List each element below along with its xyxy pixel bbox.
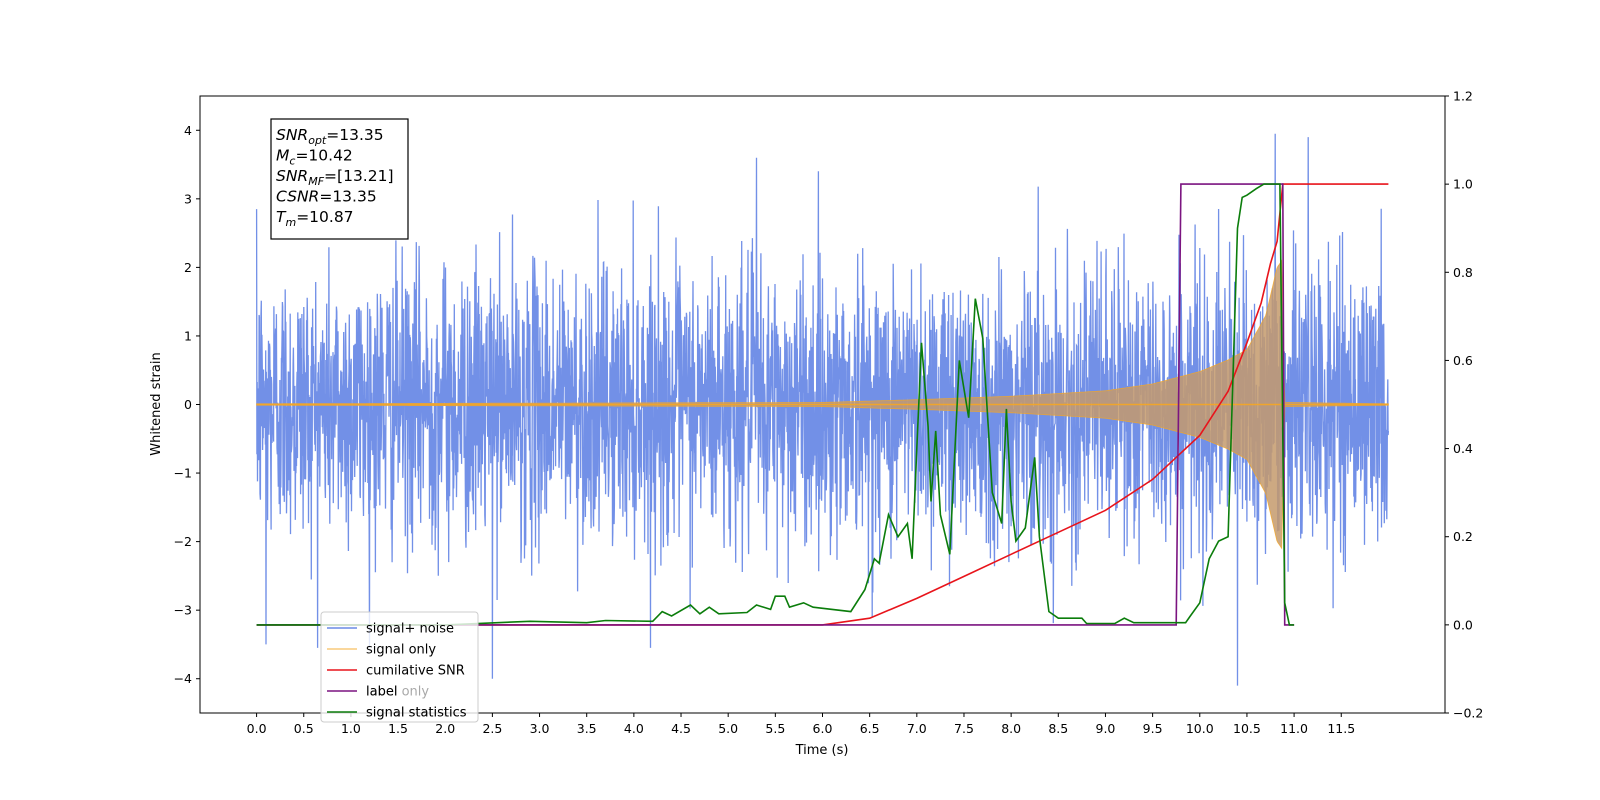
y-tick-label: −3 — [174, 603, 192, 618]
y2-tick-label: 0.6 — [1453, 353, 1473, 368]
series-label — [256, 183, 1295, 626]
y-tick-label: 4 — [184, 123, 192, 138]
y2-tick-label: −0.2 — [1453, 706, 1483, 721]
x-tick-label: 6.0 — [813, 721, 833, 736]
x-axis-label: Time (s) — [795, 743, 849, 758]
noise-trace — [255, 133, 1390, 686]
x-tick-label: 0.0 — [247, 721, 267, 736]
legend-overlay-label: label only — [366, 685, 429, 700]
x-tick-label: 10.5 — [1233, 721, 1261, 736]
x-tick-label: 10.0 — [1186, 721, 1214, 736]
x-tick-label: 2.5 — [482, 721, 502, 736]
x-axis: 0.0 0.5 1.0 1.5 2.0 2.5 3.0 3.5 4.0 4.5 5.0 5.5 6.0 6… — [247, 713, 1355, 736]
y-tick-label: 2 — [184, 260, 192, 275]
legend-frame — [320, 611, 479, 723]
x-tick-label: 3.5 — [577, 721, 597, 736]
y2-tick-label: 0.0 — [1453, 617, 1473, 632]
series-layer — [255, 133, 1390, 686]
annotation-line: Mc=10.42 — [276, 147, 353, 168]
y2-tick-label: 1.2 — [1453, 89, 1473, 104]
y-tick-label: −2 — [174, 534, 192, 549]
legend-overlay-label: signal statistics — [366, 706, 467, 721]
annotation-line: SNRMF=[13.21] — [276, 167, 394, 188]
x-tick-label: 9.5 — [1143, 721, 1163, 736]
y2-tick-label: 0.8 — [1453, 265, 1473, 280]
y2-tick-label: 0.2 — [1453, 529, 1473, 544]
series-signal-statistics — [256, 183, 1295, 626]
x-tick-label: 5.5 — [765, 721, 785, 736]
x-tick-label: 7.0 — [907, 721, 927, 736]
x-tick-label: 2.0 — [435, 721, 455, 736]
x-tick-label: 1.5 — [388, 721, 408, 736]
y-tick-label: 1 — [184, 328, 192, 343]
legend: signal+ noise signal only cumilative SNR la… — [320, 611, 479, 723]
y2-tick-label: 0.4 — [1453, 441, 1473, 456]
y-tick-label: 0 — [184, 397, 192, 412]
y-tick-label: −4 — [174, 671, 192, 686]
x-tick-label: 1.0 — [341, 721, 361, 736]
legend-label: label — [366, 685, 397, 700]
y-tick-label: 3 — [184, 191, 192, 206]
x-tick-label: 0.5 — [294, 721, 314, 736]
x-tick-label: 8.5 — [1048, 721, 1068, 736]
annotation-line: CSNR=13.35 — [276, 188, 377, 206]
x-tick-label: 3.0 — [530, 721, 550, 736]
legend-label: signal statistics — [366, 706, 467, 721]
y-axis-label: Whitened strain — [149, 352, 164, 455]
series-signal-noise — [255, 133, 1390, 686]
x-tick-label: 9.0 — [1096, 721, 1116, 736]
x-tick-label: 6.5 — [860, 721, 880, 736]
y-axis-right: −0.2 0.0 0.2 0.4 0.6 0.8 1.0 1.2 — [1445, 89, 1483, 721]
x-tick-label: 4.0 — [624, 721, 644, 736]
y-axis-left: −4 −3 −2 −1 0 1 2 3 4 — [174, 123, 200, 686]
y2-tick-label: 1.0 — [1453, 177, 1473, 192]
x-tick-label: 7.5 — [954, 721, 974, 736]
series-cumilative-snr — [256, 183, 1389, 626]
annotation-box: SNRopt=13.35Mc=10.42SNRMF=[13.21]CSNR=13… — [270, 118, 409, 240]
x-tick-label: 8.0 — [1001, 721, 1021, 736]
legend-label: cumilative SNR — [366, 664, 465, 679]
legend-label: signal only — [366, 643, 436, 658]
y-tick-label: −1 — [174, 466, 192, 481]
x-tick-label: 11.0 — [1280, 721, 1308, 736]
legend-label: signal+ noise — [366, 622, 454, 637]
x-tick-label: 4.5 — [671, 721, 691, 736]
x-tick-label: 11.5 — [1327, 721, 1355, 736]
annotation-line: SNRopt=13.35 — [276, 126, 384, 147]
annotation-frame — [270, 118, 409, 240]
x-tick-label: 5.0 — [718, 721, 738, 736]
series-signal-only — [256, 259, 1389, 550]
annotation-line: Tm=10.87 — [276, 208, 354, 229]
